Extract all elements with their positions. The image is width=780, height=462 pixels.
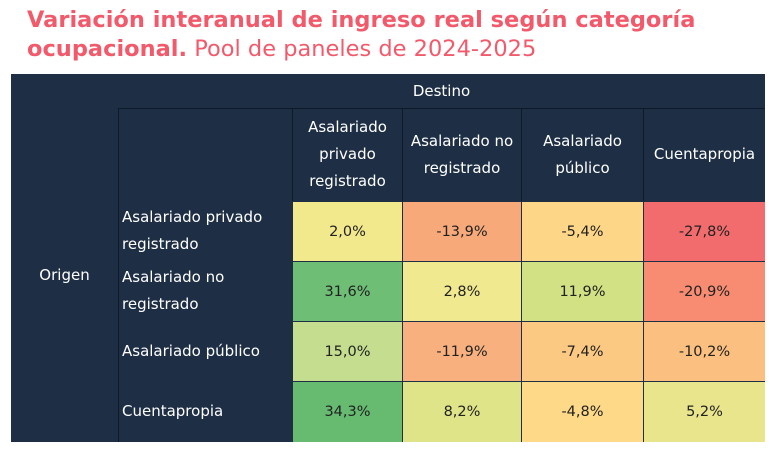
column-header-line: Cuentapropia xyxy=(653,145,756,163)
column-header-line: Asalariado xyxy=(543,131,622,150)
row-header: Asalariado no registrado xyxy=(118,261,292,321)
column-header: Cuentapropia xyxy=(643,108,765,201)
column-header-line: público xyxy=(555,158,610,177)
chart-title: Variación interanual de ingreso real seg… xyxy=(27,6,767,64)
row-header: Asalariado público xyxy=(118,321,292,381)
heatmap-cell: -11,9% xyxy=(402,321,521,381)
title-bold: Variación interanual de ingreso real seg… xyxy=(27,7,696,33)
column-group-label: Destino xyxy=(412,82,471,100)
heatmap-cell: -13,9% xyxy=(402,201,521,261)
heatmap-cell: -4,8% xyxy=(521,381,643,442)
row-header-line: Cuentapropia xyxy=(122,402,224,420)
heatmap-cell: 34,3% xyxy=(292,381,402,442)
title-line-2: ocupacional. Pool de paneles de 2024-202… xyxy=(27,35,767,64)
heatmap-cell: 11,9% xyxy=(521,261,643,321)
column-header-line: Asalariado xyxy=(308,118,387,136)
heatmap-cell: -7,4% xyxy=(521,321,643,381)
heatmap-cell: 2,0% xyxy=(292,201,402,261)
row-group-label: Origen xyxy=(39,266,90,284)
column-header-line: Asalariado no xyxy=(410,131,514,150)
heatmap-cell: -27,8% xyxy=(643,201,765,261)
row-header: Cuentapropia xyxy=(118,381,292,442)
heatmap-cell: 8,2% xyxy=(402,381,521,442)
heatmap-cell: -5,4% xyxy=(521,201,643,261)
row-header-line: registrado xyxy=(122,235,199,253)
title-subtitle: Pool de paneles de 2024-2025 xyxy=(194,36,537,62)
column-header-line: privado xyxy=(319,145,376,163)
title-bold-2: ocupacional. xyxy=(27,36,188,62)
heatmap-table: Destino Origen Asalariado privado registra… xyxy=(11,74,765,442)
row-header-line: Asalariado privado xyxy=(122,208,263,226)
column-header: Asalariado privado registrado xyxy=(292,108,402,201)
heatmap-cell: -20,9% xyxy=(643,261,765,321)
column-header-line: registrado xyxy=(309,172,386,190)
column-header-line: registrado xyxy=(423,158,501,177)
heatmap-cell: 31,6% xyxy=(292,261,402,321)
heatmap-cell: -10,2% xyxy=(643,321,765,381)
row-header-line: Asalariado público xyxy=(122,341,260,360)
column-header: Asalariado no registrado xyxy=(402,108,521,201)
grid-divider xyxy=(118,108,119,442)
row-header-line: registrado xyxy=(122,295,199,313)
heatmap-cell: 5,2% xyxy=(643,381,765,442)
column-header: Asalariado público xyxy=(521,108,643,201)
title-line-1: Variación interanual de ingreso real seg… xyxy=(27,6,767,35)
grid-divider xyxy=(118,108,765,109)
row-header: Asalariado privado registrado xyxy=(118,201,292,261)
heatmap-cell: 15,0% xyxy=(292,321,402,381)
row-header-line: Asalariado no xyxy=(122,268,225,286)
heatmap-cell: 2,8% xyxy=(402,261,521,321)
